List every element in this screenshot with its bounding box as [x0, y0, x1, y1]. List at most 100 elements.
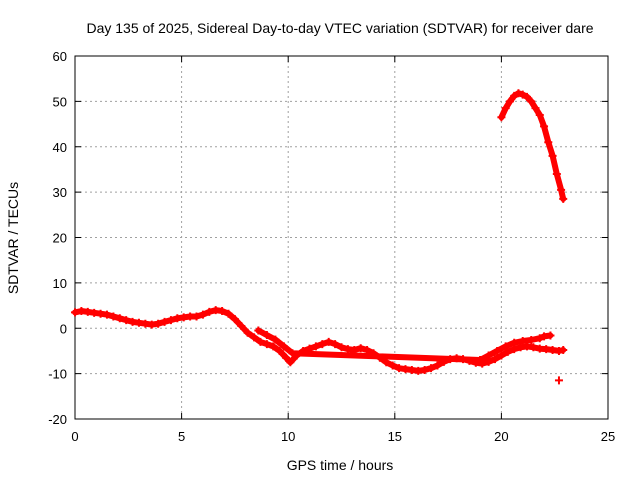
- data-point-marker: [318, 340, 327, 349]
- data-point-marker: [337, 343, 346, 352]
- y-tick-label: 10: [53, 276, 67, 291]
- data-point-marker: [544, 138, 553, 147]
- data-point-marker: [476, 356, 485, 365]
- data-point-marker: [115, 314, 124, 323]
- data-point-marker: [427, 364, 436, 373]
- x-tick-label: 10: [281, 429, 295, 444]
- data-point-marker: [356, 344, 365, 353]
- data-point-marker: [548, 151, 557, 160]
- data-point-marker: [250, 333, 259, 342]
- y-tick-label: 0: [60, 321, 67, 336]
- data-point-marker: [497, 351, 506, 360]
- data-point-marker: [552, 169, 561, 178]
- data-point-marker: [218, 307, 227, 316]
- x-tick-label: 25: [601, 429, 615, 444]
- data-point-marker: [535, 110, 544, 119]
- data-point-marker: [527, 97, 536, 106]
- data-point-marker: [535, 334, 544, 343]
- data-point-marker: [71, 308, 79, 317]
- y-tick-labels: -20 -10 0 10 20 30 40 50 60: [48, 49, 67, 427]
- data-point-marker: [559, 194, 568, 203]
- data-point-marker: [503, 347, 512, 356]
- data-point-marker: [491, 355, 500, 364]
- data-point-marker: [557, 185, 566, 194]
- data-point-marker: [554, 376, 563, 385]
- y-tick-label: 20: [53, 231, 67, 246]
- data-point-marker: [279, 342, 288, 351]
- data-point-marker: [420, 365, 429, 374]
- data-point-marker: [275, 346, 284, 355]
- data-point-marker: [363, 346, 372, 355]
- y-tick-label: 60: [53, 49, 67, 64]
- data-point-marker: [256, 337, 265, 346]
- data-point-marker: [510, 91, 519, 100]
- y-tick-label: -20: [48, 412, 67, 427]
- series-main-track: [71, 306, 568, 375]
- data-point-marker: [559, 346, 568, 355]
- data-point-marker: [243, 328, 252, 337]
- data-point-marker: [109, 312, 118, 321]
- data-point-marker: [311, 342, 320, 351]
- data-point-marker: [514, 89, 523, 98]
- data-point-marker: [154, 319, 163, 328]
- data-point-marker: [382, 358, 391, 367]
- data-point-marker: [254, 326, 263, 335]
- data-point-marker: [518, 336, 527, 345]
- chart-title: Day 135 of 2025, Sidereal Day-to-day VTE…: [86, 20, 593, 36]
- series-track: [498, 90, 567, 202]
- y-axis-label: SDTVAR / TECUs: [5, 182, 21, 294]
- data-point-marker: [493, 346, 502, 355]
- data-point-marker: [497, 113, 506, 122]
- series-high-arc: [497, 89, 568, 203]
- y-tick-label: 50: [53, 94, 67, 109]
- data-point-marker: [546, 331, 555, 340]
- data-point-marker: [122, 316, 131, 325]
- data-point-marker: [271, 335, 280, 344]
- data-point-marker: [205, 307, 214, 316]
- data-point-marker: [501, 342, 510, 351]
- data-point-marker: [269, 342, 278, 351]
- x-tick-labels: 0 5 10 15 20 25: [71, 429, 615, 444]
- data-point-marker: [505, 97, 514, 106]
- series-outlier: [554, 376, 563, 385]
- data-point-marker: [484, 351, 493, 360]
- data-point-marker: [166, 316, 175, 325]
- data-point-marker: [262, 331, 271, 340]
- data-point-marker: [433, 361, 442, 370]
- data-point-marker: [501, 104, 510, 113]
- x-tick-label: 5: [178, 429, 185, 444]
- data-point-marker: [324, 337, 333, 346]
- series-secondary-track: [254, 326, 555, 365]
- data-point-marker: [388, 361, 397, 370]
- data-point-marker: [529, 343, 538, 352]
- data-point-marker: [192, 312, 201, 321]
- y-tick-label: 30: [53, 185, 67, 200]
- data-point-marker: [198, 310, 207, 319]
- y-tick-label: -10: [48, 367, 67, 382]
- data-point-marker: [331, 340, 340, 349]
- data-point-marker: [230, 315, 239, 324]
- data-point-marker: [282, 353, 291, 362]
- data-point-marker: [518, 90, 527, 99]
- data-point-marker: [531, 104, 540, 113]
- data-points: [71, 89, 568, 385]
- data-point-marker: [510, 338, 519, 347]
- data-point-marker: [288, 349, 297, 358]
- data-point-marker: [224, 309, 233, 318]
- data-point-marker: [160, 317, 169, 326]
- data-point-marker: [237, 321, 246, 330]
- axis-ticks: [74, 55, 609, 420]
- x-tick-label: 15: [388, 429, 402, 444]
- data-point-marker: [262, 340, 271, 349]
- x-axis-label: GPS time / hours: [287, 457, 394, 473]
- y-tick-label: 40: [53, 140, 67, 155]
- data-point-marker: [527, 336, 536, 345]
- x-tick-label: 20: [494, 429, 508, 444]
- grid-lines: [75, 56, 608, 419]
- data-point-marker: [522, 92, 531, 101]
- data-point-marker: [286, 358, 295, 367]
- data-point-marker: [102, 310, 111, 319]
- x-tick-label: 0: [71, 429, 78, 444]
- data-point-marker: [540, 122, 549, 131]
